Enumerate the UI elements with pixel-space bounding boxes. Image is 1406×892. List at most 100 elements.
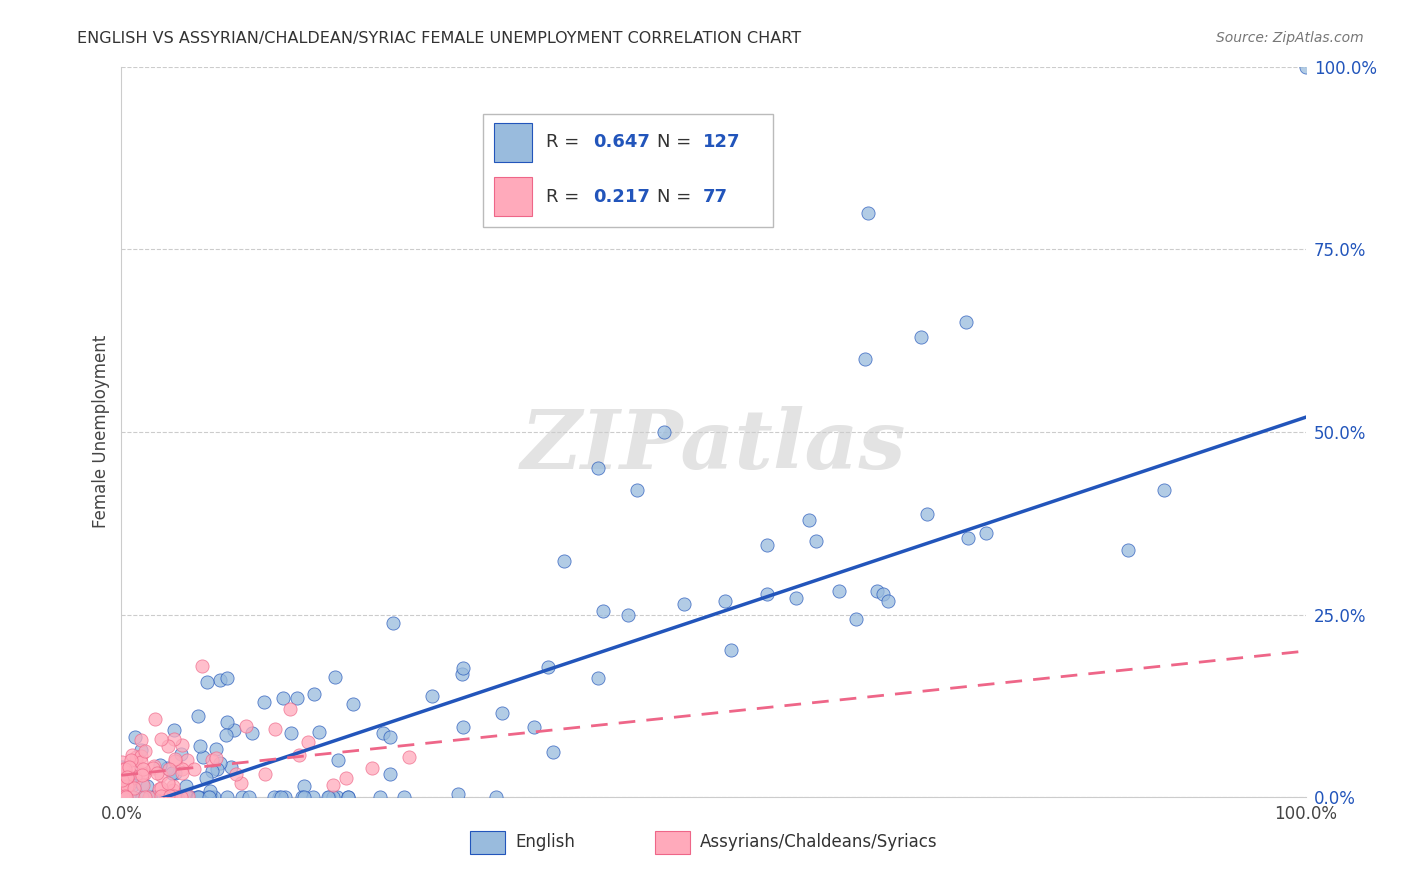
Point bbox=[541, 745, 564, 759]
Point bbox=[136, 779, 159, 793]
Point bbox=[491, 706, 513, 720]
Point bbox=[292, 780, 315, 794]
Point bbox=[215, 790, 238, 805]
Point bbox=[797, 512, 820, 526]
Point bbox=[785, 591, 807, 606]
Point bbox=[143, 713, 166, 727]
Point bbox=[373, 726, 395, 740]
Point bbox=[120, 790, 142, 805]
Point bbox=[291, 790, 314, 805]
Point bbox=[720, 642, 742, 657]
Point bbox=[176, 790, 198, 805]
Point bbox=[125, 750, 148, 764]
Point bbox=[828, 584, 851, 599]
Point bbox=[129, 749, 152, 764]
Point bbox=[198, 790, 221, 805]
Point bbox=[134, 790, 156, 805]
Point bbox=[853, 351, 876, 366]
Point bbox=[652, 425, 675, 439]
Point bbox=[172, 790, 194, 805]
Point bbox=[121, 790, 143, 805]
Point bbox=[447, 787, 470, 801]
Point bbox=[150, 780, 173, 795]
Point bbox=[536, 660, 558, 674]
Point bbox=[553, 554, 575, 568]
Point bbox=[337, 790, 360, 805]
Point bbox=[114, 790, 136, 805]
Point bbox=[420, 690, 443, 704]
Point bbox=[111, 763, 134, 777]
Point bbox=[134, 767, 156, 781]
Point bbox=[264, 722, 287, 736]
Point bbox=[118, 778, 141, 792]
Point bbox=[235, 719, 257, 733]
Point bbox=[118, 760, 141, 774]
Point bbox=[159, 789, 181, 804]
Point bbox=[225, 767, 247, 781]
Point bbox=[114, 762, 136, 776]
Point bbox=[111, 760, 134, 774]
Point bbox=[186, 790, 208, 805]
Point bbox=[131, 742, 153, 756]
Point bbox=[316, 790, 339, 805]
Point bbox=[121, 748, 143, 763]
Point bbox=[157, 776, 180, 790]
Point bbox=[114, 775, 136, 789]
Point bbox=[169, 790, 191, 805]
Point bbox=[207, 762, 229, 776]
Point bbox=[626, 483, 648, 498]
Point bbox=[270, 790, 292, 805]
Text: ENGLISH VS ASSYRIAN/CHALDEAN/SYRIAC FEMALE UNEMPLOYMENT CORRELATION CHART: ENGLISH VS ASSYRIAN/CHALDEAN/SYRIAC FEMA… bbox=[77, 31, 801, 46]
Point bbox=[672, 597, 695, 611]
Point bbox=[115, 779, 138, 793]
Text: English: English bbox=[515, 833, 575, 851]
Point bbox=[592, 604, 614, 618]
Point bbox=[138, 789, 160, 804]
Point bbox=[129, 755, 152, 769]
Point bbox=[190, 739, 212, 753]
Point bbox=[149, 789, 172, 803]
Point bbox=[856, 205, 879, 219]
Point bbox=[328, 753, 350, 767]
Point bbox=[342, 698, 364, 712]
Point bbox=[285, 691, 308, 706]
Point bbox=[165, 752, 187, 766]
Point bbox=[205, 741, 228, 756]
Point bbox=[176, 753, 198, 767]
Point bbox=[194, 771, 217, 785]
Point bbox=[131, 765, 153, 780]
Point bbox=[170, 747, 193, 761]
Point bbox=[288, 748, 311, 763]
Point bbox=[201, 764, 224, 779]
Point bbox=[124, 730, 146, 744]
Point bbox=[118, 774, 141, 789]
Point bbox=[115, 770, 138, 784]
Point bbox=[910, 330, 932, 344]
Point bbox=[131, 790, 153, 805]
Point bbox=[117, 769, 139, 783]
Point bbox=[231, 790, 253, 805]
Point bbox=[865, 583, 887, 598]
Point bbox=[209, 673, 232, 687]
Point bbox=[322, 790, 344, 805]
Point bbox=[170, 763, 193, 777]
Point bbox=[215, 728, 238, 742]
Point bbox=[197, 790, 219, 805]
Point bbox=[398, 749, 420, 764]
Point bbox=[110, 755, 132, 769]
Point bbox=[273, 790, 295, 805]
Point bbox=[378, 730, 401, 744]
Point bbox=[193, 750, 215, 764]
Point bbox=[215, 671, 238, 685]
Point bbox=[201, 753, 224, 767]
Point bbox=[187, 709, 209, 723]
Point bbox=[325, 790, 347, 805]
Point bbox=[142, 761, 165, 775]
Point bbox=[149, 731, 172, 746]
Point bbox=[238, 790, 260, 805]
Point bbox=[378, 766, 401, 780]
Point bbox=[160, 766, 183, 780]
Point bbox=[451, 720, 474, 734]
Point bbox=[586, 671, 609, 685]
Y-axis label: Female Unemployment: Female Unemployment bbox=[93, 335, 110, 528]
